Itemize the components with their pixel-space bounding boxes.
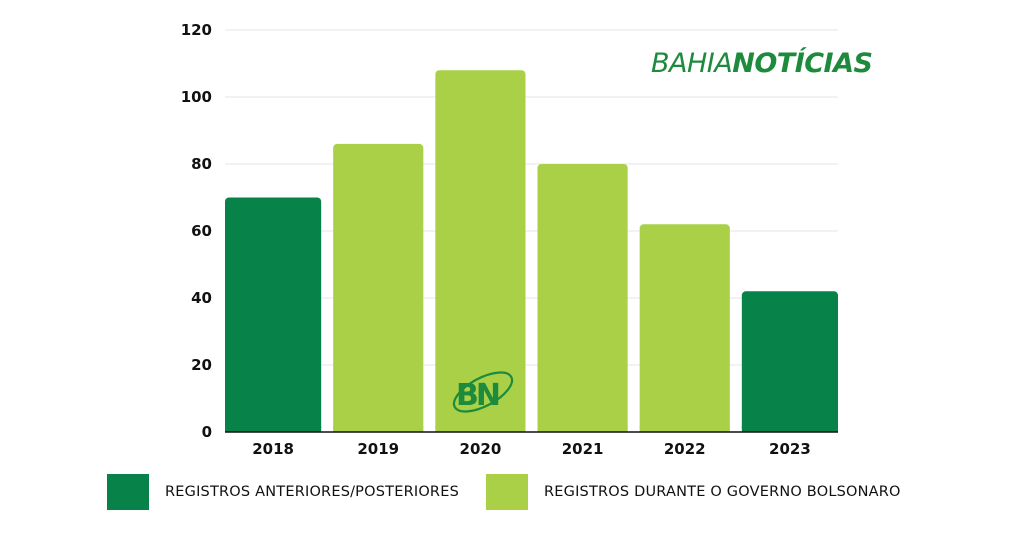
- bar-2018: [225, 197, 322, 432]
- brand-part2: NOTÍCIAS: [732, 48, 873, 79]
- bar-2020: [435, 70, 526, 432]
- y-tick-label: 20: [191, 356, 212, 374]
- bar-2022: [639, 224, 730, 432]
- x-axis-labels: 2018 2019 2020 2021 2022 2023: [252, 440, 811, 458]
- bn-watermark-logo: BN: [452, 371, 514, 413]
- watermark-text: BN: [456, 378, 499, 413]
- bar-2021: [537, 164, 628, 432]
- legend-item-anteriores: REGISTROS ANTERIORES/POSTERIORES: [107, 474, 459, 510]
- bar-base-2023: [741, 426, 838, 432]
- x-tick-label-2018: 2018: [252, 440, 294, 458]
- y-tick-label: 60: [191, 222, 212, 240]
- bar-2019: [333, 143, 424, 432]
- bars: [225, 70, 838, 432]
- bar-2023: [741, 291, 838, 432]
- y-tick-label: 40: [191, 289, 212, 307]
- gridlines: [225, 29, 838, 366]
- x-tick-label-2022: 2022: [664, 440, 706, 458]
- x-tick-label-2020: 2020: [460, 440, 502, 458]
- x-tick-label-2019: 2019: [357, 440, 399, 458]
- x-tick-label-2021: 2021: [562, 440, 604, 458]
- legend-item-bolsonaro: REGISTROS DURANTE O GOVERNO BOLSONARO: [486, 474, 901, 510]
- y-axis-ticks: 0 20 40 60 80 100 120: [181, 21, 212, 441]
- y-tick-label: 80: [191, 155, 212, 173]
- legend-swatch-light: [486, 474, 528, 510]
- bahia-noticias-logo: BAHIANOTÍCIAS: [651, 48, 873, 79]
- legend-label-anteriores: REGISTROS ANTERIORES/POSTERIORES: [165, 484, 459, 500]
- legend-label-bolsonaro: REGISTROS DURANTE O GOVERNO BOLSONARO: [544, 484, 901, 500]
- legend-swatch-dark: [107, 474, 149, 510]
- brand-part1: BAHIA: [651, 48, 733, 79]
- bar-base-2018: [225, 426, 322, 432]
- bar-base-2022: [639, 426, 730, 432]
- bar-base-2020: [435, 426, 526, 432]
- bar-base-2019: [333, 426, 424, 432]
- bar-base-2021: [537, 426, 628, 432]
- y-tick-label: 120: [181, 21, 212, 39]
- y-tick-label: 100: [181, 88, 212, 106]
- x-tick-label-2023: 2023: [769, 440, 811, 458]
- y-tick-label: 0: [202, 423, 212, 441]
